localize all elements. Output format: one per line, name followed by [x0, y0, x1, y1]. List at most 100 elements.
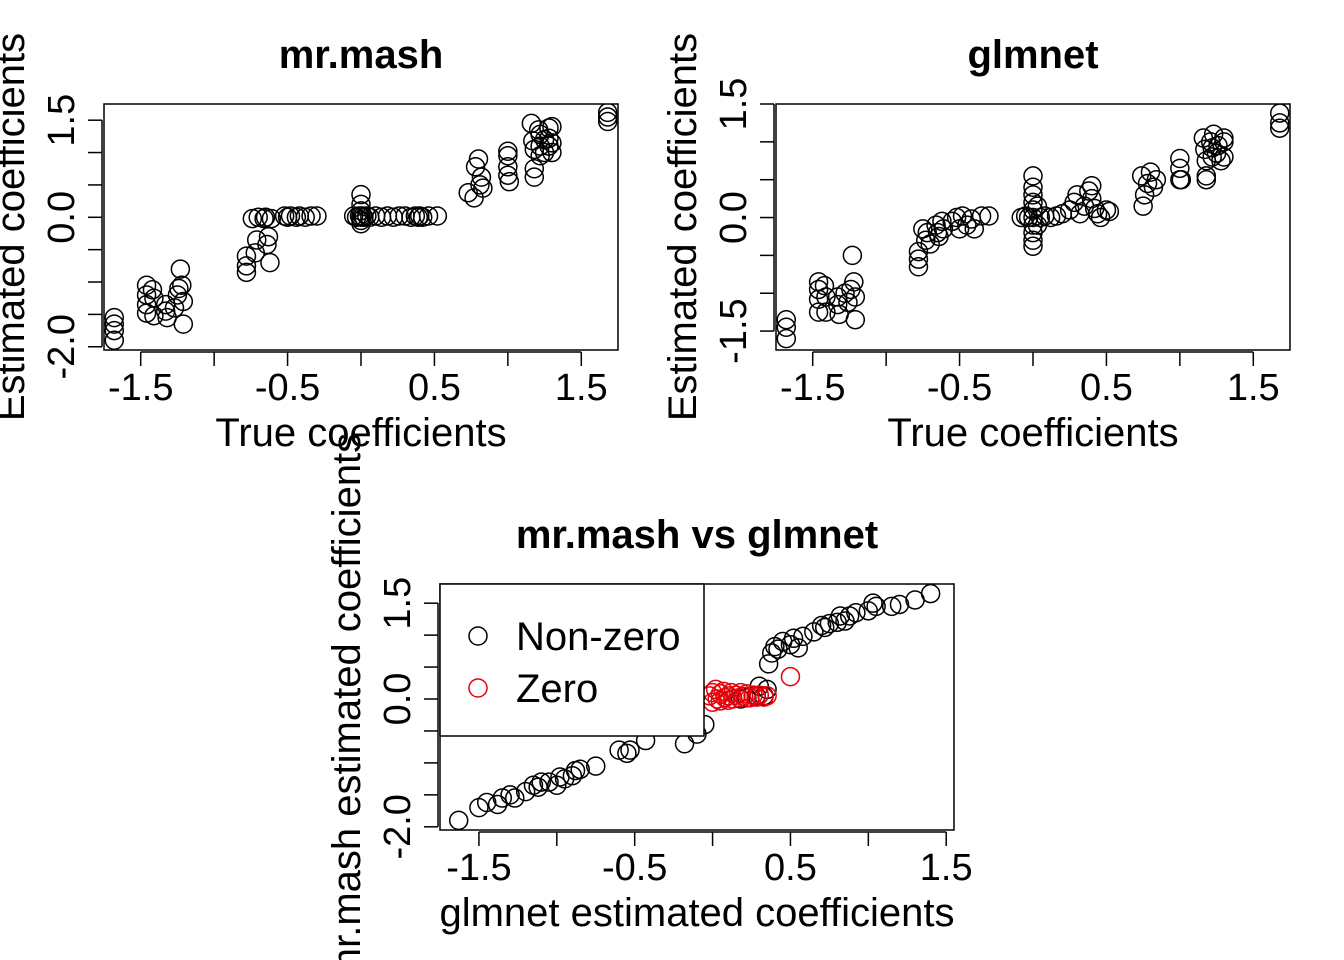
x-tick-label: 0.5: [764, 847, 817, 889]
legend-label: Non-zero: [516, 615, 681, 659]
data-point: [408, 207, 429, 228]
plot-frame: [103, 103, 619, 351]
data-point: [542, 142, 562, 163]
legend-label: Zero: [516, 667, 598, 711]
data-point: [952, 206, 973, 226]
data-point: [845, 287, 866, 307]
data-point: [169, 278, 189, 299]
data-point: [1023, 177, 1043, 198]
data-point: [301, 206, 321, 226]
data-point: [971, 206, 992, 226]
data-point: [1023, 185, 1043, 205]
data-point: [1211, 151, 1231, 171]
data-point: [487, 794, 508, 815]
data-point: [1067, 185, 1087, 205]
x-axis-label: glmnet estimated coefficients: [439, 891, 954, 935]
data-point: [539, 118, 559, 138]
data-point: [458, 182, 478, 203]
data-point: [1040, 207, 1061, 228]
data-point: [597, 111, 618, 132]
y-axis-label: mr.mash estimated coefficients: [325, 433, 369, 960]
data-point: [260, 252, 280, 273]
data-point: [866, 596, 886, 617]
data-point: [547, 775, 567, 796]
data-point: [286, 207, 307, 228]
data-point: [1146, 169, 1167, 190]
data-point: [597, 107, 618, 127]
data-point: [597, 104, 618, 123]
data-point: [829, 304, 849, 325]
data-point: [863, 593, 883, 613]
points-layer: [448, 584, 941, 830]
data-point: [236, 246, 257, 266]
x-tick-label: -0.5: [602, 847, 667, 889]
data-point: [1023, 230, 1043, 250]
data-point: [1170, 158, 1190, 179]
data-point: [471, 167, 492, 187]
chart-0: mr.mash -1.5 -0.5 0.5 1.5 -2.0 0.0 1.5 True coef…: [0, 33, 619, 455]
data-point: [274, 206, 295, 226]
data-point: [710, 684, 731, 704]
data-point: [816, 302, 836, 322]
data-point: [157, 307, 177, 328]
data-point: [846, 603, 866, 623]
y-tick-label: 0.0: [41, 191, 83, 244]
data-point: [427, 206, 448, 226]
data-point: [979, 206, 999, 226]
data-point: [155, 301, 176, 321]
chart-title: mr.mash vs glmnet: [516, 513, 878, 557]
data-point: [808, 279, 829, 300]
data-point: [357, 206, 377, 226]
x-tick-label: 0.5: [408, 367, 461, 409]
data-point: [793, 626, 813, 647]
plot-frame: [775, 103, 1291, 351]
data-point: [718, 686, 738, 706]
data-point: [389, 206, 409, 226]
data-point: [498, 146, 518, 166]
y-tick-label: 1.5: [377, 577, 419, 630]
data-point: [1269, 104, 1290, 123]
data-point: [838, 292, 858, 313]
x-tick-label: -0.5: [927, 367, 992, 409]
data-point: [814, 617, 835, 638]
legend-marker: [468, 626, 488, 646]
data-point: [542, 133, 562, 153]
data-point: [844, 272, 864, 292]
data-point: [570, 759, 590, 780]
y-tick-label: 0.0: [713, 191, 755, 244]
data-point: [539, 128, 559, 149]
x-tick-label: 1.5: [555, 367, 608, 409]
data-point: [352, 206, 373, 226]
data-point: [757, 686, 777, 706]
data-point: [173, 291, 194, 312]
data-point: [498, 157, 518, 177]
data-point: [814, 275, 835, 296]
data-point: [1203, 124, 1224, 145]
data-point: [1269, 113, 1290, 133]
chart-title: mr.mash: [279, 33, 444, 77]
y-axis-label: Estimated coefficients: [0, 33, 33, 421]
data-point: [170, 259, 191, 279]
data-point: [562, 765, 583, 786]
data-point: [246, 230, 267, 250]
data-point: [524, 167, 545, 187]
data-point: [776, 328, 797, 349]
data-point: [758, 654, 779, 674]
data-point: [842, 245, 863, 266]
data-point: [1027, 196, 1048, 216]
data-point: [528, 777, 548, 797]
data-point: [746, 687, 766, 707]
points-layer: [104, 104, 618, 350]
data-point: [726, 685, 746, 705]
data-point: [1171, 169, 1192, 190]
data-point: [920, 584, 941, 604]
data-point: [788, 638, 808, 658]
data-point: [586, 756, 606, 776]
data-point: [167, 285, 188, 305]
data-point: [307, 206, 327, 226]
data-point: [505, 788, 525, 808]
data-point: [1214, 147, 1234, 167]
data-point: [104, 320, 125, 341]
data-point: [531, 772, 551, 792]
